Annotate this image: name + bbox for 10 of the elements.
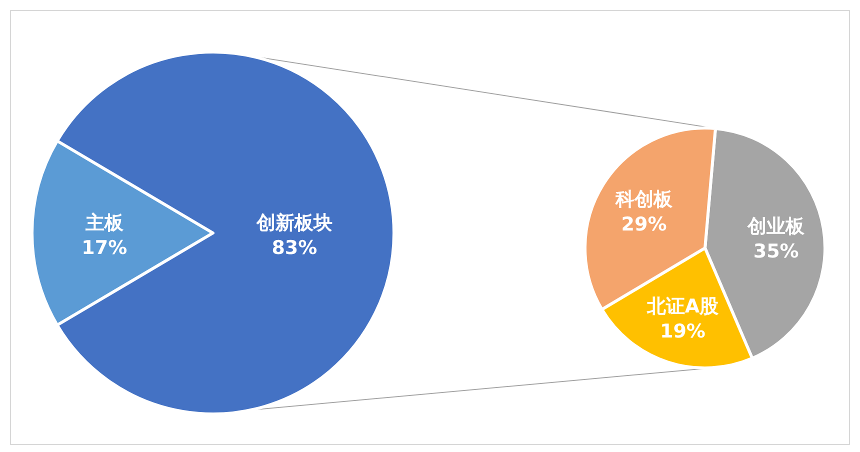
- slice-label: 科创板: [614, 188, 674, 211]
- slice-label: 主板: [84, 212, 124, 234]
- data-label: 35%: [753, 240, 799, 263]
- slice-label: 北证A股: [646, 295, 720, 318]
- data-label: 17%: [82, 237, 128, 259]
- data-label: 19%: [660, 320, 706, 342]
- slice-label: 创新板块: [255, 212, 332, 234]
- slice-label: 创业板: [746, 216, 806, 238]
- data-label: 83%: [272, 237, 318, 259]
- data-label: 29%: [621, 214, 667, 236]
